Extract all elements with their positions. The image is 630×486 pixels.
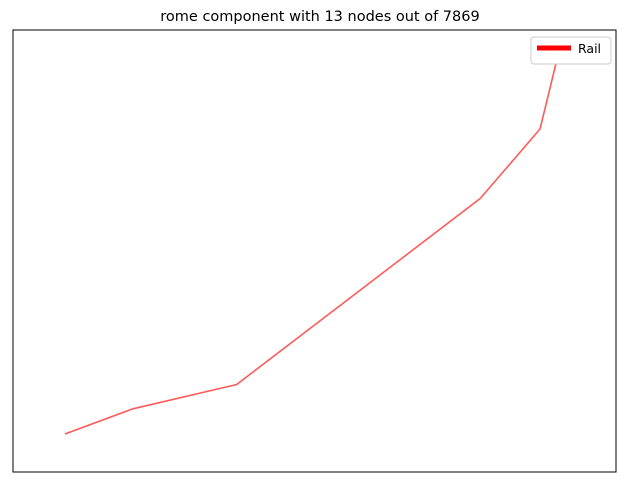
chart-title: rome component with 13 nodes out of 7869 (160, 9, 479, 25)
plot-area-frame (12, 29, 617, 473)
legend-label-rail: Rail (578, 41, 601, 56)
series-layer (64, 54, 559, 435)
legend: Rail (530, 36, 612, 65)
series-line-rail (64, 54, 559, 435)
